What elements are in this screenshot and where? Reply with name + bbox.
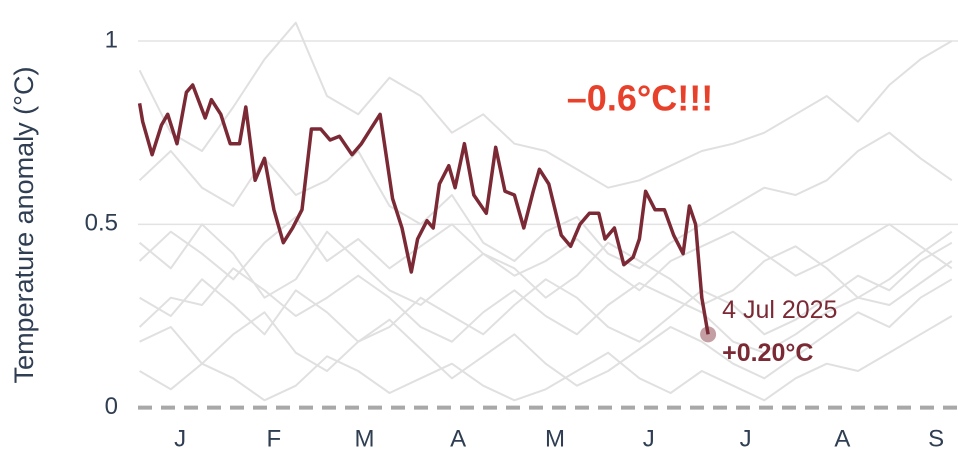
x-tick-label: M [545, 425, 565, 452]
x-tick-label: S [928, 425, 944, 452]
background-line [138, 21, 953, 189]
end-value-label: +0.20°C [722, 339, 813, 367]
x-tick-label: F [267, 425, 282, 452]
background-line [138, 260, 953, 354]
background-line [138, 223, 953, 306]
x-tick-label: A [834, 425, 850, 452]
annotation: –0.6°C!!! [567, 78, 713, 119]
background-line [138, 131, 953, 270]
x-tick-label: J [174, 425, 186, 452]
background-line [139, 278, 953, 387]
x-tick-label: M [354, 425, 374, 452]
y-tick-label: 1 [105, 26, 118, 53]
end-date-label: 4 Jul 2025 [722, 296, 837, 324]
highlight-line [137, 83, 710, 335]
y-tick-label: 0.5 [85, 210, 118, 237]
y-tick-label: 0 [105, 393, 118, 420]
x-tick-label: A [450, 425, 466, 452]
x-tick-label: J [643, 425, 655, 452]
background-line [138, 216, 953, 292]
background-line [139, 315, 953, 402]
end-point [700, 326, 717, 343]
x-tick-label: J [740, 425, 752, 452]
y-axis-label: Temperature anomaly (°C) [9, 67, 39, 384]
background-line [139, 241, 953, 343]
